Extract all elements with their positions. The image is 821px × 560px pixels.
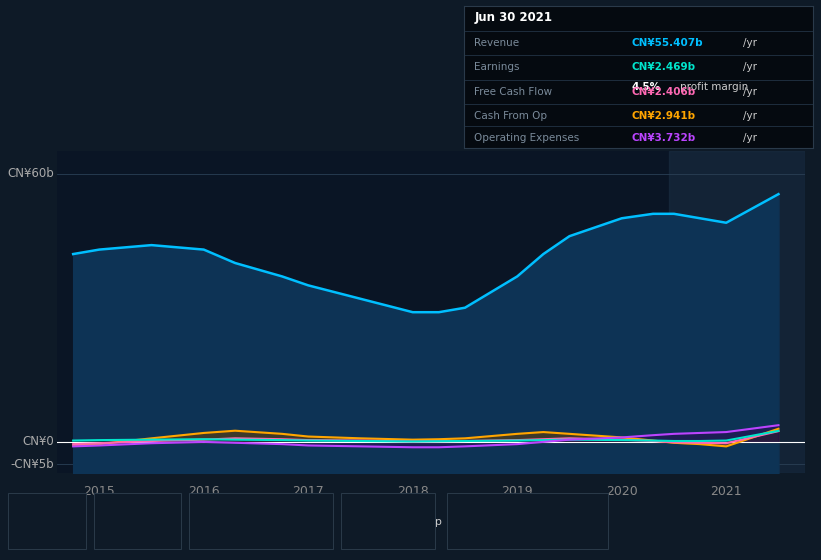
Text: Earnings: Earnings	[119, 517, 167, 527]
Text: profit margin: profit margin	[680, 82, 749, 92]
Text: CN¥3.732b: CN¥3.732b	[631, 133, 695, 143]
Text: Revenue: Revenue	[475, 38, 520, 48]
Text: Earnings: Earnings	[475, 62, 520, 72]
Text: Jun 30 2021: Jun 30 2021	[475, 11, 553, 24]
Text: CN¥55.407b: CN¥55.407b	[631, 38, 703, 48]
Text: ●: ●	[453, 517, 463, 527]
Text: 4.5%: 4.5%	[631, 82, 660, 92]
Text: CN¥2.941b: CN¥2.941b	[631, 110, 695, 120]
Text: /yr: /yr	[743, 38, 757, 48]
Text: Cash From Op: Cash From Op	[364, 517, 442, 527]
Text: /yr: /yr	[743, 87, 757, 97]
Text: /yr: /yr	[743, 62, 757, 72]
Text: Cash From Op: Cash From Op	[475, 110, 548, 120]
Bar	[669, 151, 805, 473]
Text: /yr: /yr	[743, 110, 757, 120]
Text: /yr: /yr	[743, 133, 757, 143]
Text: Free Cash Flow: Free Cash Flow	[218, 517, 301, 527]
Text: CN¥60b: CN¥60b	[7, 167, 53, 180]
Text: -CN¥5b: -CN¥5b	[10, 458, 53, 471]
Text: Operating Expenses: Operating Expenses	[475, 133, 580, 143]
Text: CN¥2.406b: CN¥2.406b	[631, 87, 695, 97]
Text: ●: ●	[103, 517, 112, 527]
Text: ●: ●	[348, 517, 358, 527]
Text: Revenue: Revenue	[28, 517, 76, 527]
Text: Free Cash Flow: Free Cash Flow	[475, 87, 553, 97]
Text: CN¥0: CN¥0	[22, 435, 53, 449]
Text: ●: ●	[13, 517, 23, 527]
Text: CN¥2.469b: CN¥2.469b	[631, 62, 695, 72]
Text: ●: ●	[200, 517, 210, 527]
Text: Operating Expenses: Operating Expenses	[468, 517, 580, 527]
